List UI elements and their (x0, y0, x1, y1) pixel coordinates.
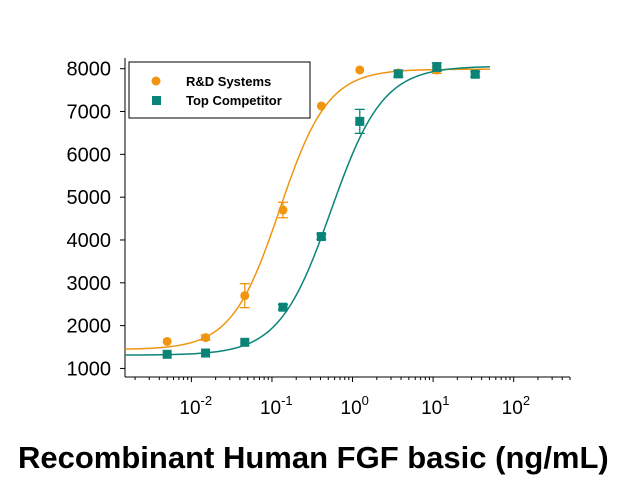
y-tick-label: 6000 (67, 144, 112, 166)
y-tick-label: 3000 (67, 273, 112, 295)
y-tick-label: 8000 (67, 59, 112, 81)
x-tick-label: 10-2 (179, 393, 212, 419)
y-tick-label: 5000 (67, 187, 112, 209)
data-point-top-competitor (201, 348, 211, 358)
y-tick-label: 4000 (67, 230, 112, 252)
y-tick-label: 2000 (67, 316, 112, 338)
x-tick-exponent: 0 (362, 393, 369, 408)
x-ticks: 10-2 10-1 100 101 102 (134, 377, 571, 419)
data-point-top-competitor (240, 337, 250, 347)
data-point-top-competitor (432, 62, 442, 72)
data-point-rd-systems (201, 333, 211, 343)
data-point-top-competitor (393, 69, 403, 79)
data-point-top-competitor (470, 69, 480, 79)
y-tick-label: 7000 (67, 102, 112, 124)
legend-box (128, 61, 311, 119)
x-tick-label: 100 (341, 393, 369, 419)
data-point-rd-systems (278, 205, 288, 215)
data-point-rd-systems (162, 336, 172, 346)
data-point-rd-systems (316, 101, 326, 111)
y-tick-label: 1000 (67, 358, 112, 380)
data-point-top-competitor (278, 302, 288, 312)
x-tick-exponent: 1 (442, 393, 449, 408)
data-point-top-competitor (316, 232, 326, 242)
fit-curve-rd-systems (124, 68, 490, 350)
x-tick-label: 10-1 (260, 393, 293, 419)
data-point-rd-systems (240, 291, 250, 301)
data-points (162, 62, 481, 359)
x-tick-label: 102 (502, 393, 530, 419)
x-tick-base: 10 (260, 398, 281, 419)
x-tick-label: 101 (421, 393, 449, 419)
x-tick-exponent: -1 (281, 393, 293, 408)
x-tick-base: 10 (502, 398, 523, 419)
legend-marker-rd-systems (151, 76, 161, 86)
fit-curve-top-competitor (124, 66, 490, 356)
y-ticks: 1000 2000 3000 4000 5000 6000 7000 8000 (67, 59, 125, 380)
data-point-rd-systems (355, 65, 365, 75)
x-tick-exponent: -2 (201, 393, 213, 408)
fit-curves (124, 66, 490, 356)
legend-marker-top-competitor (152, 96, 161, 105)
legend: R&D Systems Top Competitor (128, 61, 311, 119)
legend-label-top-competitor: Top Competitor (186, 93, 282, 108)
x-tick-base: 10 (341, 398, 362, 419)
x-tick-exponent: 2 (523, 393, 530, 408)
x-tick-base: 10 (179, 398, 200, 419)
data-point-top-competitor (355, 116, 365, 126)
legend-label-rd-systems: R&D Systems (186, 74, 271, 89)
x-axis-label: Recombinant Human FGF basic (ng/mL) (18, 440, 609, 475)
data-point-top-competitor (162, 349, 172, 359)
x-tick-base: 10 (421, 398, 442, 419)
